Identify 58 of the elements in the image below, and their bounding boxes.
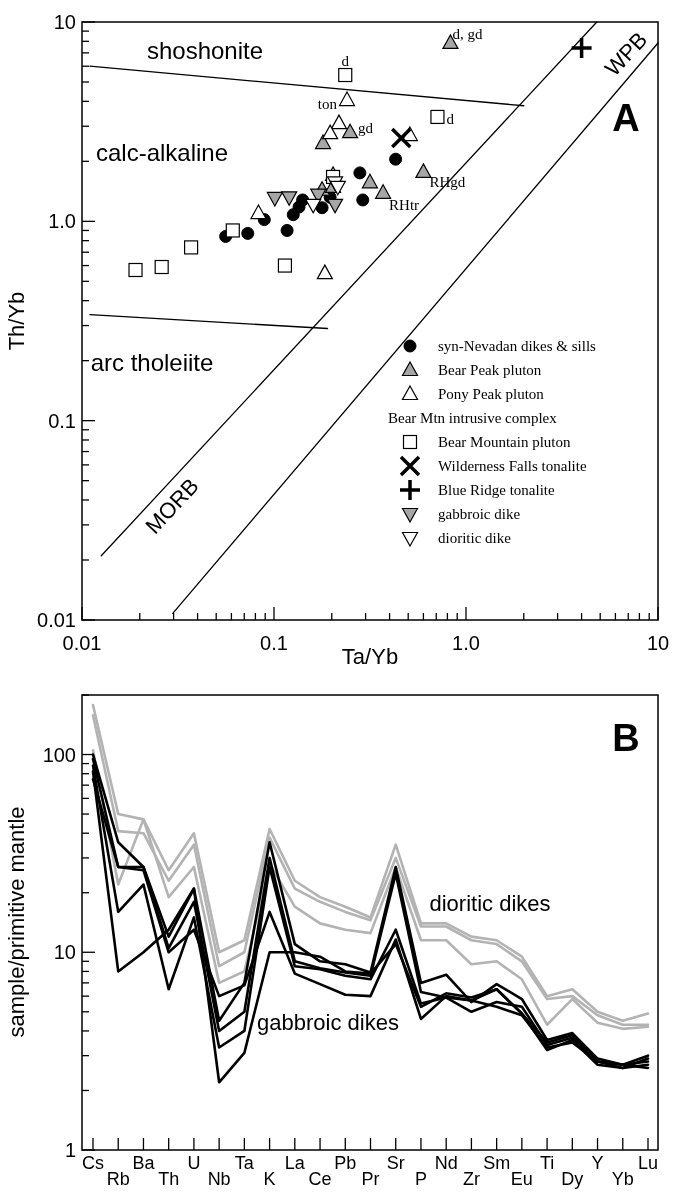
annotation: B — [612, 717, 640, 759]
x-tick-label: Pr — [361, 1169, 380, 1189]
x-tick-label: 1.0 — [452, 632, 480, 654]
x-tick-label: Ba — [132, 1153, 156, 1173]
annotation: ton — [317, 96, 338, 113]
x-tick-label: La — [284, 1153, 306, 1173]
x-tick-label: 10 — [646, 632, 670, 654]
annotation: gd — [358, 120, 374, 137]
x-tick-label: K — [263, 1169, 276, 1189]
x-tick-label: Eu — [510, 1169, 533, 1189]
y-tick-label: 1 — [64, 1139, 76, 1161]
legend-label: Bear Peak pluton — [438, 362, 542, 378]
annotation: shoshonite — [146, 36, 264, 64]
annotation: d, gd — [452, 25, 483, 42]
x-tick-label: Ti — [539, 1153, 555, 1173]
x-tick-label: Rb — [106, 1169, 130, 1189]
x-tick-label: Pb — [334, 1153, 357, 1173]
annotation: calc-alkaline — [95, 138, 229, 166]
y-axis-title: Th/Yb — [4, 291, 29, 351]
annotation: d — [446, 110, 455, 127]
x-tick-label: Cs — [82, 1153, 104, 1173]
annotation: RHtr — [389, 196, 420, 213]
y-axis-title: sample/primitive mantle — [4, 806, 29, 1038]
x-tick-label: Zr — [462, 1169, 480, 1189]
annotation: gabbroic dikes — [257, 1009, 399, 1035]
y-tick-label: 10 — [53, 11, 76, 33]
y-tick-label: 1.0 — [48, 210, 76, 233]
y-tick-label: 100 — [42, 743, 76, 766]
legend-label: Bear Mountain pluton — [438, 434, 571, 450]
annotation: A — [612, 97, 640, 139]
x-tick-label: Yb — [611, 1169, 634, 1189]
legend-label: dioritic dike — [438, 530, 512, 546]
annotation: d — [341, 53, 350, 70]
x-tick-label: Ce — [308, 1169, 332, 1189]
x-tick-label: U — [187, 1153, 201, 1173]
annotation: dioritic dikes — [429, 890, 551, 916]
legend-label: gabbroic dike — [438, 506, 521, 522]
y-tick-label: 0.1 — [48, 409, 76, 432]
y-tick-label: 10 — [53, 941, 76, 964]
legend-label: syn-Nevadan dikes & sills — [438, 338, 597, 354]
annotation: arc tholeiite — [90, 348, 214, 376]
x-tick-label: Dy — [561, 1169, 584, 1189]
x-tick-label: 0.1 — [260, 632, 288, 654]
legend-label: Wilderness Falls tonalite — [438, 458, 587, 474]
x-tick-label: Lu — [637, 1153, 659, 1173]
y-tick-label: 0.01 — [37, 609, 76, 631]
x-tick-label: P — [414, 1169, 427, 1189]
x-tick-label: Y — [591, 1153, 604, 1173]
x-tick-label: Th — [158, 1169, 180, 1189]
legend-label: Pony Peak pluton — [438, 386, 545, 402]
x-tick-label: Ta — [234, 1153, 255, 1173]
legend-label: Blue Ridge tonalite — [438, 482, 555, 498]
x-tick-label: Sm — [483, 1153, 511, 1173]
x-tick-label: Nb — [207, 1169, 231, 1189]
x-tick-label: Nd — [434, 1153, 458, 1173]
x-tick-label: Sr — [386, 1153, 405, 1173]
annotation: Bear Mtn intrusive complex — [388, 410, 558, 426]
x-axis-title: Ta/Yb — [341, 644, 399, 669]
